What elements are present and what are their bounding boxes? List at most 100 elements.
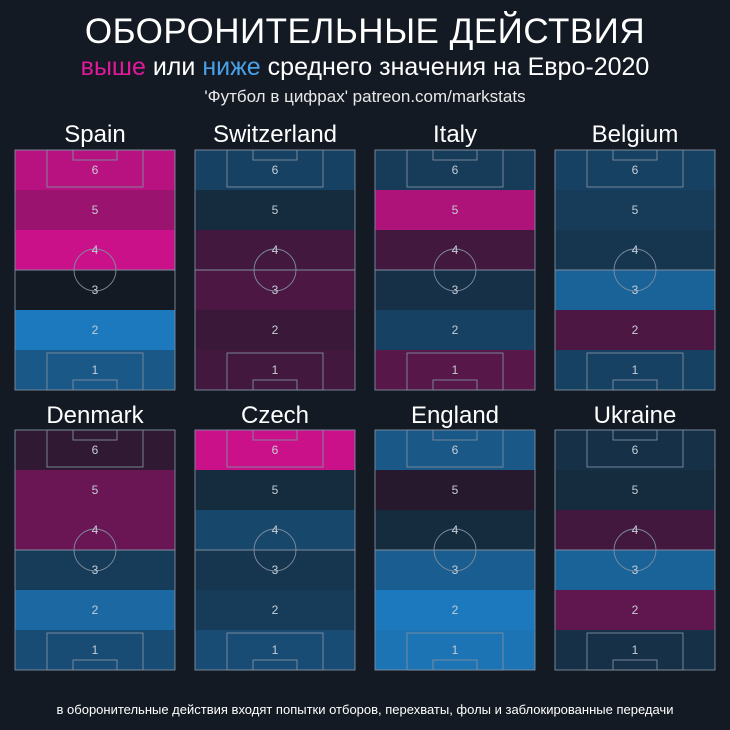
zone-cell [195, 270, 355, 310]
zone-label: 5 [452, 483, 459, 497]
pitch-heatmap: 1 2 3 4 5 6 [554, 429, 716, 671]
zone-cell [195, 150, 355, 190]
top-goal-area [252, 149, 298, 161]
zone-cell [375, 310, 535, 350]
zone-label: 3 [632, 563, 639, 577]
zone-cell [15, 470, 175, 510]
zone-cell [195, 230, 355, 270]
zone-cell [555, 550, 715, 590]
zone-cell [195, 190, 355, 230]
zone-label: 1 [632, 363, 639, 377]
subtitle-above: выше [80, 53, 146, 81]
bottom-goal-area [252, 379, 298, 391]
zone-label: 3 [92, 283, 99, 297]
chart-title: ОБОРОНИТЕЛЬНЫЕ ДЕЙСТВИЯ [84, 12, 646, 51]
top-goal-area [72, 149, 118, 161]
zone-cell [15, 630, 175, 670]
zone-label: 5 [452, 203, 459, 217]
subtitle-rest: среднего значения на Евро-2020 [260, 53, 650, 81]
zone-label: 1 [92, 643, 99, 657]
pitch-heatmap: 1 2 3 4 5 6 [374, 149, 536, 391]
zone-cell [555, 590, 715, 630]
zone-label: 4 [272, 243, 279, 257]
zone-cell [555, 190, 715, 230]
zone-label: 4 [92, 243, 99, 257]
zone-cell [555, 470, 715, 510]
zone-cell [375, 510, 535, 550]
zone-label: 5 [92, 483, 99, 497]
zone-label: 4 [272, 523, 279, 537]
zone-cell [555, 430, 715, 470]
pitch-heatmap: 1 2 3 4 5 6 [554, 149, 716, 391]
center-circle [73, 528, 117, 572]
zone-label: 1 [452, 363, 459, 377]
bottom-goal-area [612, 379, 658, 391]
zone-label: 2 [632, 603, 639, 617]
zone-label: 3 [452, 563, 459, 577]
zone-cell [555, 230, 715, 270]
zone-cell [375, 470, 535, 510]
zone-label: 1 [272, 363, 279, 377]
team-name: Ukraine [593, 402, 677, 429]
team-name: Spain [64, 121, 126, 148]
team-name: Switzerland [212, 121, 338, 148]
zone-label: 1 [92, 363, 99, 377]
zone-cell [375, 150, 535, 190]
chart-subtitle: выше или ниже среднего значения на Евро-… [0, 53, 730, 82]
zone-cell [555, 270, 715, 310]
zone-label: 6 [452, 443, 459, 457]
center-circle [253, 528, 297, 572]
zone-cell [15, 550, 175, 590]
zone-cell [15, 350, 175, 390]
zone-cell [375, 190, 535, 230]
zone-label: 6 [632, 163, 639, 177]
zone-label: 2 [452, 603, 459, 617]
zone-label: 4 [452, 243, 459, 257]
zone-label: 5 [632, 483, 639, 497]
zone-cell [15, 150, 175, 190]
zone-cell [15, 430, 175, 470]
bottom-goal-area [432, 659, 478, 671]
zone-cell [15, 510, 175, 550]
center-circle [253, 248, 297, 292]
zone-cell [555, 510, 715, 550]
zone-cell [15, 310, 175, 350]
subtitle-below: ниже [202, 53, 261, 81]
zone-cell [375, 430, 535, 470]
zone-cell [195, 350, 355, 390]
zone-label: 4 [632, 523, 639, 537]
zone-label: 5 [272, 203, 279, 217]
team-name: Denmark [46, 402, 144, 429]
top-goal-area [432, 149, 478, 161]
top-goal-area [432, 429, 478, 441]
zone-cell [15, 590, 175, 630]
zone-label: 6 [92, 443, 99, 457]
zone-cell [15, 190, 175, 230]
center-circle [433, 528, 477, 572]
zone-label: 2 [272, 323, 279, 337]
chart-credit: 'Футбол в цифрах' patreon.com/markstats [204, 87, 526, 106]
top-goal-area [252, 429, 298, 441]
zone-label: 2 [272, 603, 279, 617]
zone-label: 6 [632, 443, 639, 457]
zone-label: 1 [272, 643, 279, 657]
top-goal-area [612, 149, 658, 161]
bottom-goal-area [432, 379, 478, 391]
bottom-goal-area [252, 659, 298, 671]
zone-cell [375, 350, 535, 390]
pitch-heatmap: 1 2 3 4 5 6 [14, 429, 176, 671]
pitch-heatmap: 1 2 3 4 5 6 [194, 149, 356, 391]
zone-label: 4 [452, 523, 459, 537]
zone-cell [375, 230, 535, 270]
zone-cell [15, 230, 175, 270]
zone-cell [195, 550, 355, 590]
chart-footnote: в оборонительные действия входят попытки… [56, 702, 674, 717]
bottom-goal-area [72, 659, 118, 671]
team-name: Czech [240, 402, 310, 429]
center-circle [613, 528, 657, 572]
zone-label: 3 [272, 563, 279, 577]
team-name: England [410, 402, 500, 429]
zone-cell [555, 150, 715, 190]
pitch-heatmap: 1 2 3 4 5 6 [374, 429, 536, 671]
zone-cell [375, 590, 535, 630]
